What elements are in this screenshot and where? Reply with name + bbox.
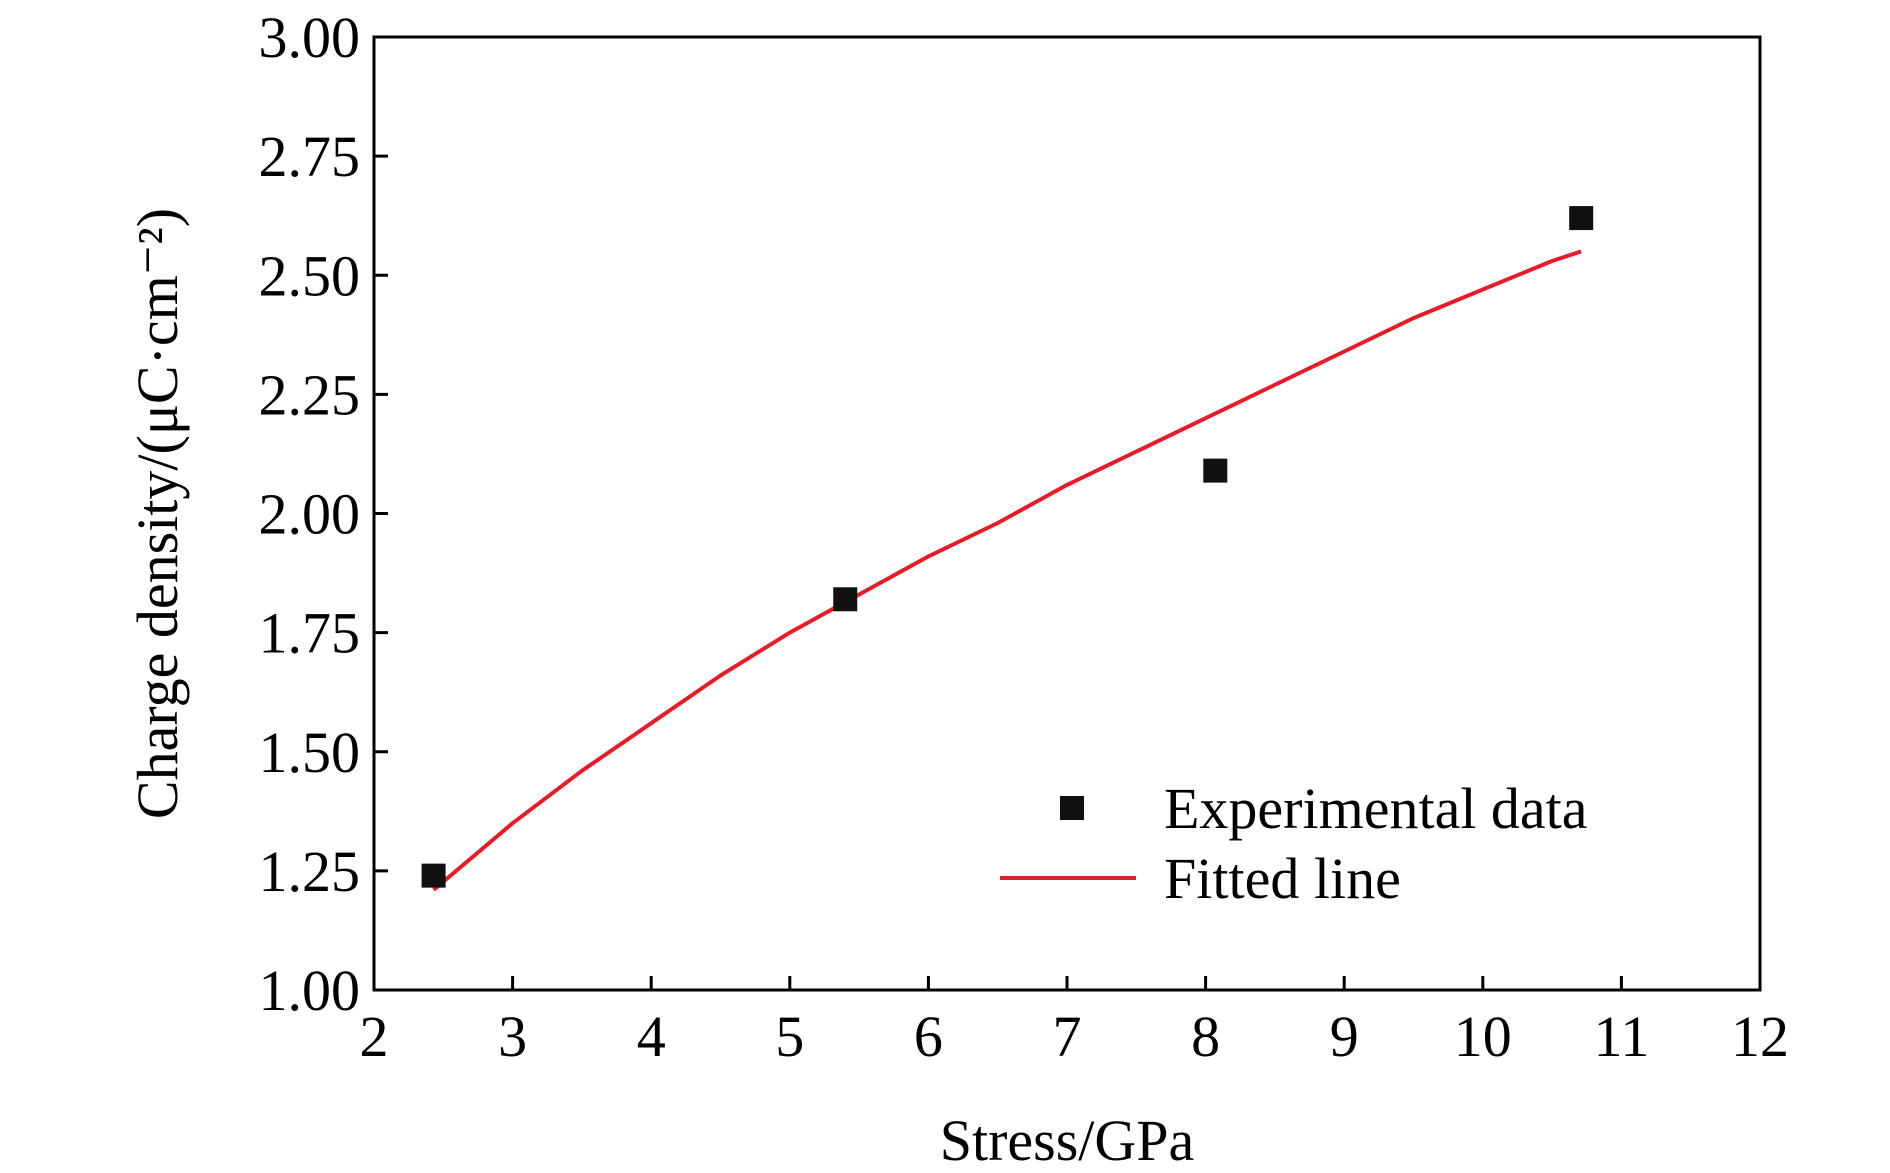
x-tick-label: 4 — [637, 1004, 666, 1069]
y-tick-label: 1.00 — [259, 958, 361, 1023]
y-axis-title: Charge density/(μC·cm⁻²) — [125, 208, 190, 819]
x-tick-label: 9 — [1330, 1004, 1359, 1069]
y-tick-label: 1.50 — [259, 720, 361, 785]
y-axis-ticks: 1.00 1.25 1.50 1.75 2.00 2.25 2.50 2.75 3.00 — [259, 5, 388, 1023]
x-tick-label: 5 — [775, 1004, 804, 1069]
data-point — [421, 863, 446, 888]
fitted-line — [432, 249, 1582, 892]
plot-frame — [372, 35, 1762, 992]
legend-marker-square — [1060, 796, 1084, 820]
y-tick-label: 2.50 — [259, 243, 361, 308]
x-axis-ticks: 2 3 4 5 6 7 8 9 10 11 12 — [360, 976, 1789, 1069]
y-tick-label: 2.00 — [259, 482, 361, 547]
data-point — [1203, 458, 1228, 483]
x-tick-label: 7 — [1053, 1004, 1082, 1069]
x-axis-title: Stress/GPa — [940, 1108, 1195, 1173]
x-tick-label: 12 — [1731, 1004, 1789, 1069]
x-tick-label: 8 — [1191, 1004, 1220, 1069]
series-layer — [421, 206, 1594, 892]
x-tick-label: 10 — [1454, 1004, 1512, 1069]
legend-label: Experimental data — [1164, 776, 1588, 841]
x-tick-label: 11 — [1593, 1004, 1649, 1069]
y-tick-label: 3.00 — [259, 5, 361, 70]
data-point — [833, 587, 858, 612]
x-tick-label: 6 — [914, 1004, 943, 1069]
y-tick-label: 2.75 — [259, 124, 361, 189]
y-tick-label: 2.25 — [259, 362, 361, 427]
data-point — [1569, 206, 1594, 231]
x-tick-label: 2 — [360, 1004, 389, 1069]
x-tick-label: 3 — [498, 1004, 527, 1069]
legend-label: Fitted line — [1164, 846, 1401, 911]
y-tick-label: 1.75 — [259, 601, 361, 666]
y-tick-label: 1.25 — [259, 839, 361, 904]
